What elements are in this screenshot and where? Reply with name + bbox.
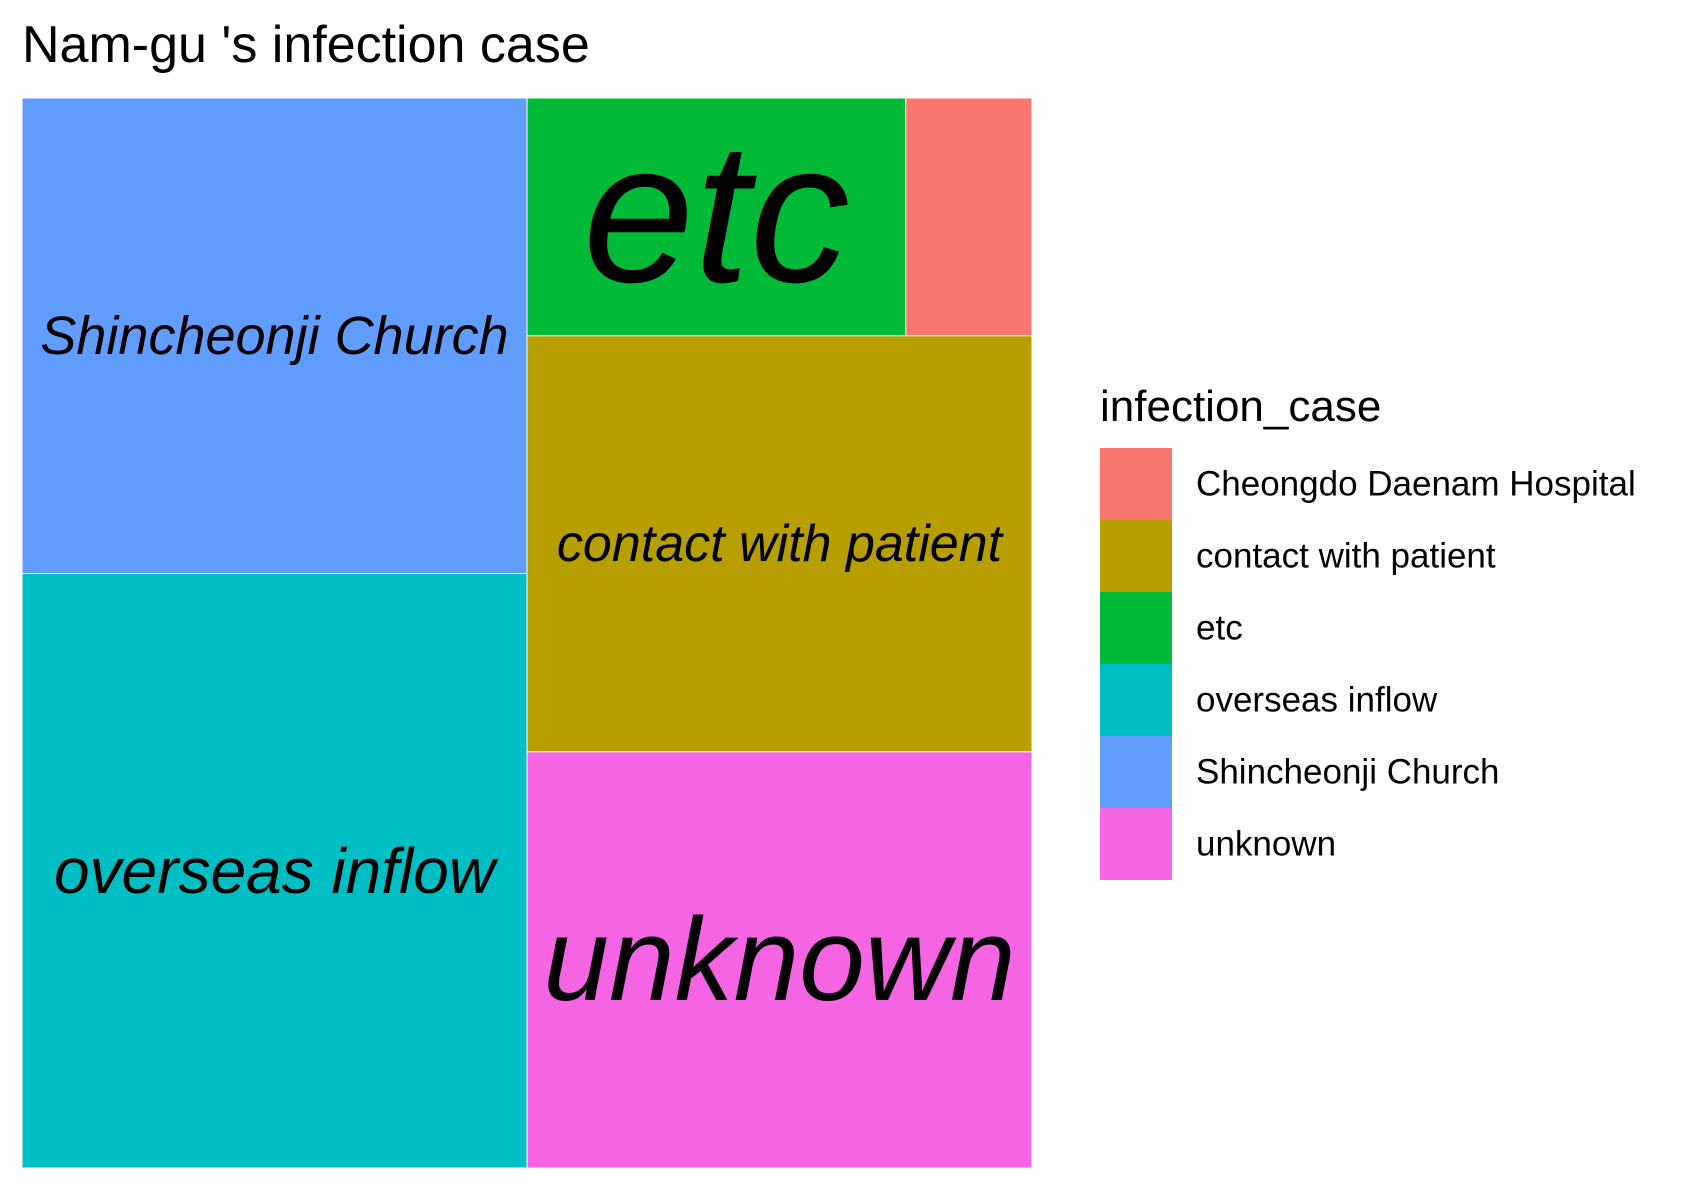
- chart-title: Nam-gu 's infection case: [22, 16, 590, 74]
- legend-label-contact-with-patient: contact with patient: [1196, 537, 1496, 576]
- legend-label-overseas-inflow: overseas inflow: [1196, 681, 1438, 720]
- legend: infection_case Cheongdo Daenam Hospital c…: [1100, 382, 1636, 880]
- tile-label-etc: etc: [583, 101, 850, 324]
- legend-label-shincheonji-church: Shincheonji Church: [1196, 753, 1500, 792]
- legend-title: infection_case: [1100, 382, 1381, 431]
- tile-label-overseas-inflow: overseas inflow: [54, 835, 499, 907]
- tile-label-contact-with-patient: contact with patient: [557, 515, 1005, 573]
- tile-label-shincheonji-church: Shincheonji Church: [40, 306, 508, 366]
- tile-unknown: [526, 751, 1033, 1169]
- treemap-tiles: Shincheonji Church overseas inflow etc cont…: [21, 97, 1033, 1169]
- legend-key-cheongdo-daenam-hospital: [1100, 448, 1172, 520]
- legend-key-contact-with-patient: [1100, 520, 1172, 592]
- legend-key-shincheonji-church: [1100, 736, 1172, 808]
- tile-label-unknown: unknown: [543, 894, 1015, 1026]
- tile-overseas-inflow: [21, 573, 528, 1169]
- tile-cheongdo-daenam-hospital: [905, 97, 1033, 337]
- tile-shincheonji-church: [21, 97, 528, 575]
- legend-key-overseas-inflow: [1100, 664, 1172, 736]
- legend-label-cheongdo-daenam-hospital: Cheongdo Daenam Hospital: [1196, 465, 1636, 504]
- legend-label-etc: etc: [1196, 609, 1243, 648]
- legend-key-etc: [1100, 592, 1172, 664]
- tile-contact-with-patient: [526, 335, 1033, 753]
- legend-label-unknown: unknown: [1196, 825, 1336, 864]
- tile-etc: [526, 97, 907, 337]
- legend-key-unknown: [1100, 808, 1172, 880]
